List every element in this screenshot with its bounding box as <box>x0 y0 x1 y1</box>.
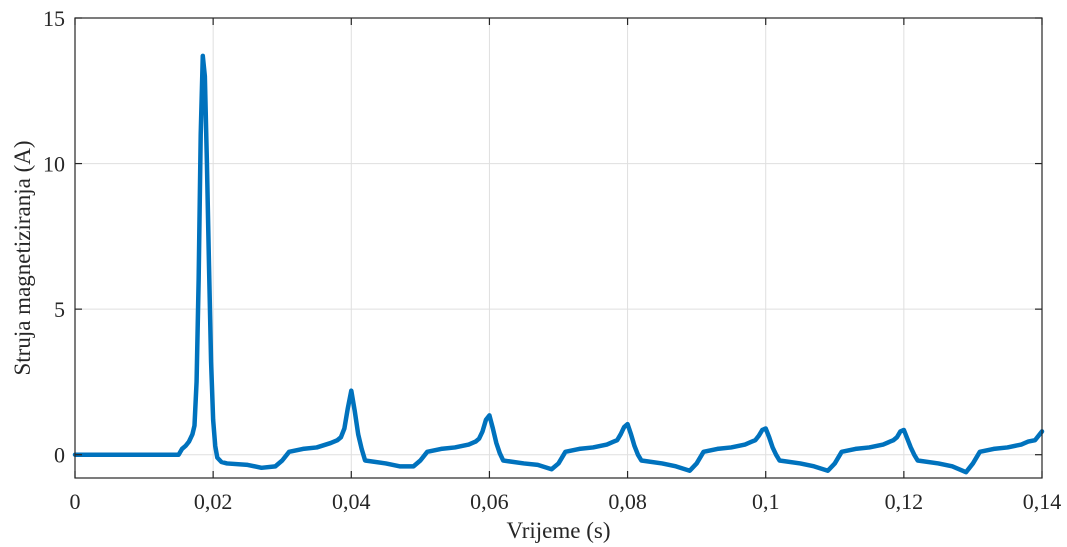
x-tick-label: 0,04 <box>332 489 371 514</box>
grid <box>74 17 1043 478</box>
y-tick-label: 0 <box>54 443 65 468</box>
x-tick-label: 0,06 <box>470 489 509 514</box>
series-group <box>72 53 1045 475</box>
y-tick-label: 10 <box>43 152 65 177</box>
x-tick-label: 0,02 <box>194 489 233 514</box>
x-tick-label: 0,12 <box>885 489 924 514</box>
x-tick-labels: 0 0,02 0,04 0,06 0,08 0,1 0,12 0,14 <box>70 489 1062 514</box>
y-tick-label: 5 <box>54 297 65 322</box>
series-line-0 <box>72 53 1045 475</box>
plot-frame <box>74 17 1043 479</box>
x-axis-title: Vrijeme (s) <box>507 518 611 543</box>
y-tick-labels: 0 5 10 15 <box>43 6 65 468</box>
x-tick-label: 0,1 <box>752 489 780 514</box>
y-tick-label: 15 <box>43 6 65 31</box>
x-tick-label: 0 <box>70 489 81 514</box>
axis-ticks <box>74 17 1043 478</box>
y-axis-title: Struja magnetiziranja (A) <box>10 140 35 375</box>
x-tick-label: 0,14 <box>1023 489 1062 514</box>
x-tick-label: 0,08 <box>608 489 647 514</box>
